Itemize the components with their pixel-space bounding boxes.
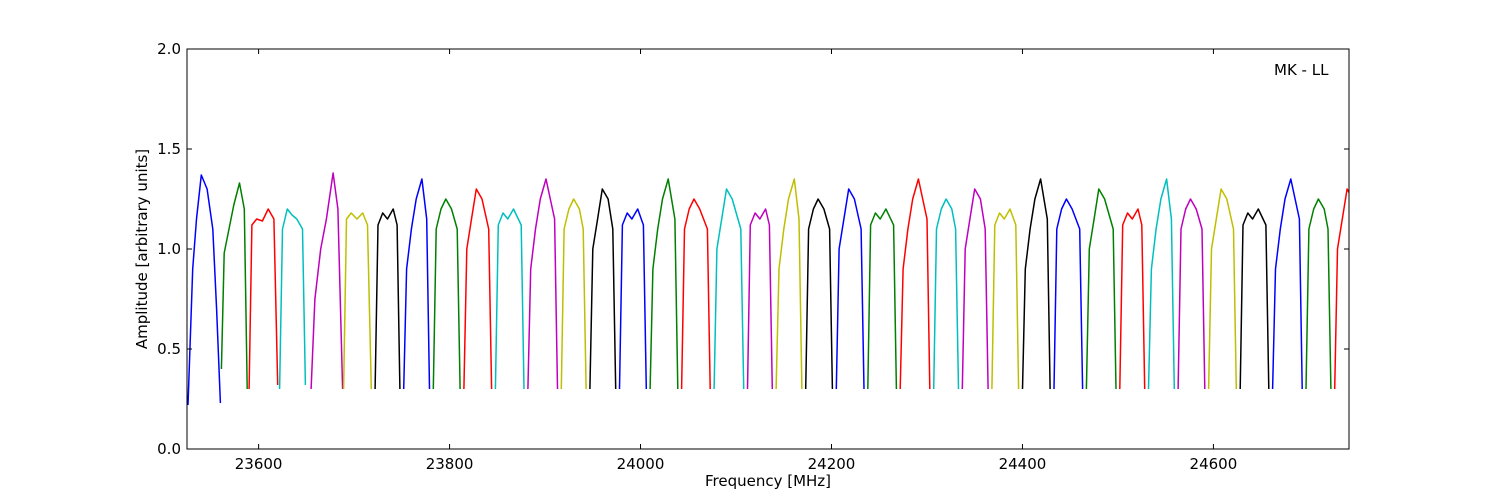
series-line-0 [187,174,222,406]
series-line-extra-14 [804,198,834,390]
series-line-extra-5 [527,178,559,390]
y-tick-label: 0.0 [157,440,181,458]
series-line-extra-29 [1271,178,1303,390]
series-line-extra-28 [1239,208,1270,390]
series-line-extra-13 [775,178,803,390]
series-line-extra-1 [402,178,431,390]
series-line-extra-0 [374,208,401,390]
y-tick-label: 0.5 [157,340,181,358]
series-line-extra-3 [463,188,493,390]
series-line-1 [220,182,248,390]
chart-annotation: MK - LL [1274,61,1329,79]
series-line-extra-4 [494,208,525,390]
series-line-5 [342,212,373,390]
y-axis-label: Amplitude [arbitrary units] [133,149,151,349]
series-line-extra-19 [961,188,989,390]
series-layer [187,172,1349,406]
x-tick-label: 24600 [1190,455,1238,473]
series-line-extra-21 [1021,178,1051,390]
series-line-extra-30 [1305,198,1332,390]
y-tick-label: 2.0 [157,40,181,58]
x-tick-label: 24000 [617,455,665,473]
x-tick-label: 23600 [235,455,283,473]
series-line-extra-8 [618,208,648,390]
series-line-3 [278,208,307,390]
series-line-extra-17 [899,178,931,390]
series-line-extra-6 [560,198,587,390]
series-line-extra-18 [932,198,960,390]
y-axis: 0.0 0.5 1.0 1.5 2.0 [157,40,1349,458]
series-line-extra-27 [1207,188,1238,390]
x-tick-label: 24200 [808,455,856,473]
series-line-4 [310,172,344,390]
x-tick-label: 24400 [999,455,1047,473]
series-line-extra-2 [432,198,461,390]
series-line-extra-15 [835,188,865,390]
series-line-2 [248,208,279,390]
plot-area-frame [186,48,1350,450]
series-line-extra-16 [867,208,898,390]
series-line-extra-12 [746,208,774,390]
series-line-extra-11 [713,188,745,390]
series-line-extra-24 [1119,208,1146,390]
series-line-extra-7 [589,188,617,390]
x-axis-label: Frequency [MHz] [705,472,831,490]
series-line-extra-9 [649,178,679,390]
series-line-extra-10 [680,198,711,390]
series-line-extra-31 [1333,188,1349,390]
x-tick-label: 23800 [426,455,474,473]
x-axis: 23600 23800 24000 24200 24400 24600 [235,49,1238,473]
y-tick-label: 1.0 [157,240,181,258]
series-line-extra-23 [1085,188,1117,390]
series-line-extra-22 [1053,198,1084,390]
series-line-extra-25 [1147,178,1176,390]
y-tick-label: 1.5 [157,140,181,158]
series-line-extra-20 [991,208,1020,390]
series-line-extra-26 [1177,198,1206,390]
